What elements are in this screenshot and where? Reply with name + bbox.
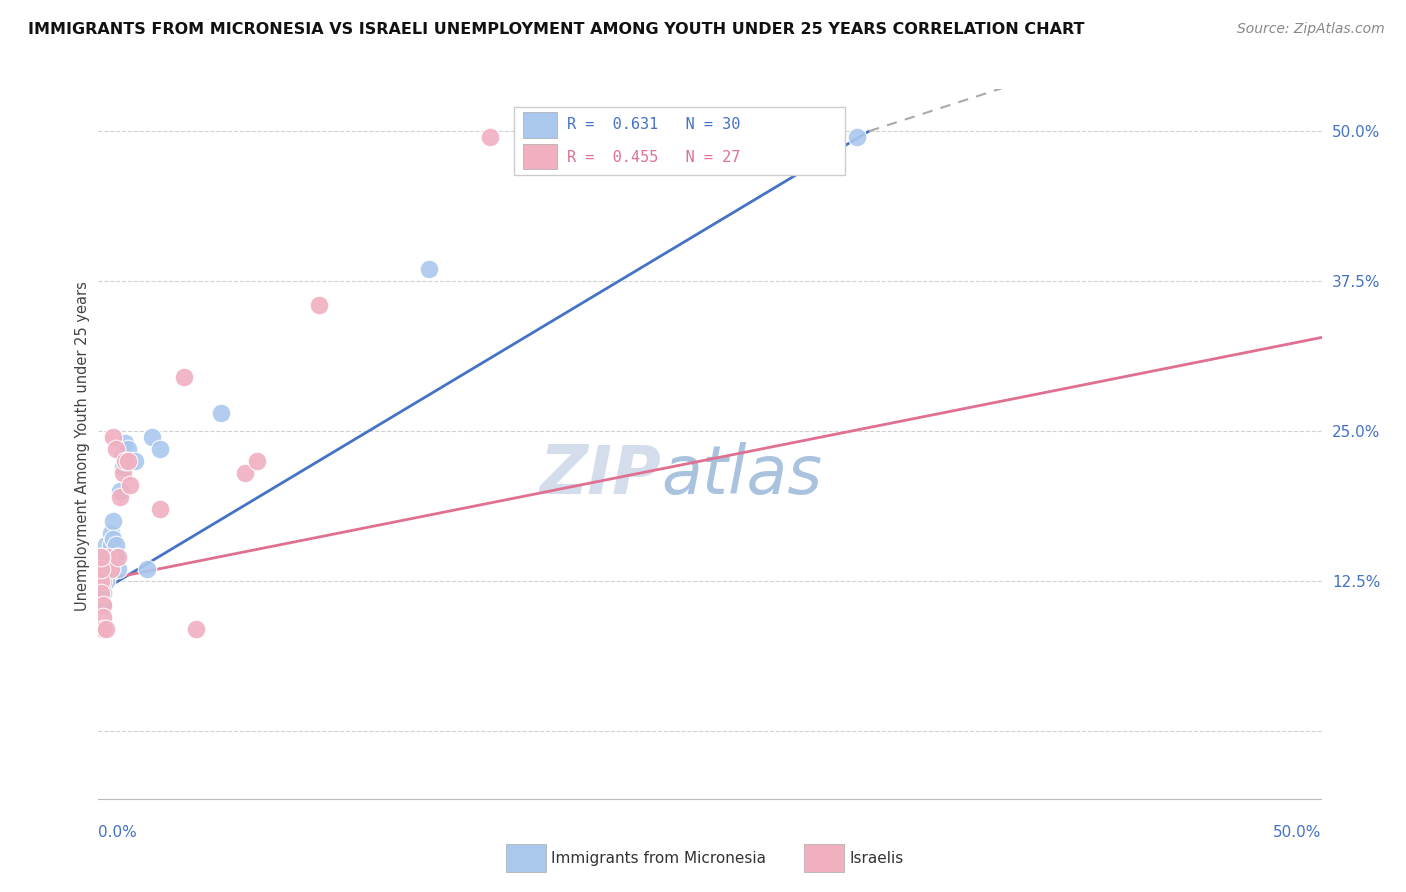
Text: R =  0.631   N = 30: R = 0.631 N = 30 xyxy=(567,117,741,132)
Point xyxy=(104,549,127,564)
Point xyxy=(101,514,124,528)
Point xyxy=(94,562,117,576)
Point xyxy=(101,430,124,444)
Point xyxy=(90,586,112,600)
Point xyxy=(91,586,114,600)
Point xyxy=(111,448,134,462)
Point xyxy=(186,622,208,636)
Point xyxy=(94,622,117,636)
Text: 50.0%: 50.0% xyxy=(1274,825,1322,840)
FancyBboxPatch shape xyxy=(523,112,557,137)
Text: atlas: atlas xyxy=(661,442,823,508)
Text: Immigrants from Micronesia: Immigrants from Micronesia xyxy=(551,851,766,865)
Point xyxy=(90,574,112,588)
Point xyxy=(104,538,127,552)
Point xyxy=(91,574,114,588)
Point xyxy=(100,538,122,552)
Point xyxy=(90,562,112,576)
Point xyxy=(478,130,501,145)
Point xyxy=(91,598,114,612)
Point xyxy=(120,478,142,492)
Point xyxy=(136,562,159,576)
Point xyxy=(111,466,134,480)
Point xyxy=(107,562,129,576)
Text: ZIP: ZIP xyxy=(540,442,661,508)
Point xyxy=(149,442,172,456)
Point xyxy=(209,406,232,420)
Point xyxy=(97,549,120,564)
Point xyxy=(110,483,132,498)
Point xyxy=(91,610,114,624)
Point xyxy=(91,622,114,636)
Point xyxy=(110,490,132,504)
Point xyxy=(173,370,195,384)
Point xyxy=(91,598,114,612)
Point xyxy=(111,460,134,475)
Point xyxy=(308,298,330,312)
Point xyxy=(107,549,129,564)
Text: Israelis: Israelis xyxy=(849,851,904,865)
Point xyxy=(90,598,112,612)
Point xyxy=(149,502,172,516)
Point xyxy=(100,525,122,540)
Point xyxy=(94,538,117,552)
Point xyxy=(246,454,269,468)
Point xyxy=(90,586,112,600)
Point xyxy=(124,454,146,468)
Point xyxy=(90,574,112,588)
FancyBboxPatch shape xyxy=(515,107,845,175)
Point xyxy=(114,454,136,468)
Point xyxy=(100,562,122,576)
Point xyxy=(101,532,124,546)
Y-axis label: Unemployment Among Youth under 25 years: Unemployment Among Youth under 25 years xyxy=(75,281,90,611)
Point xyxy=(233,466,256,480)
Point xyxy=(90,549,112,564)
Text: 0.0%: 0.0% xyxy=(98,825,138,840)
Point xyxy=(91,556,114,570)
Point xyxy=(90,549,112,564)
Point xyxy=(418,262,440,277)
Point xyxy=(90,562,112,576)
Point xyxy=(117,454,139,468)
FancyBboxPatch shape xyxy=(523,144,557,169)
Point xyxy=(141,430,163,444)
Text: Source: ZipAtlas.com: Source: ZipAtlas.com xyxy=(1237,22,1385,37)
Point xyxy=(97,562,120,576)
Text: R =  0.455   N = 27: R = 0.455 N = 27 xyxy=(567,150,741,165)
Point xyxy=(94,574,117,588)
Point xyxy=(104,442,127,456)
Point xyxy=(117,442,139,456)
Text: IMMIGRANTS FROM MICRONESIA VS ISRAELI UNEMPLOYMENT AMONG YOUTH UNDER 25 YEARS CO: IMMIGRANTS FROM MICRONESIA VS ISRAELI UN… xyxy=(28,22,1084,37)
Point xyxy=(114,436,136,450)
Point xyxy=(845,130,868,145)
